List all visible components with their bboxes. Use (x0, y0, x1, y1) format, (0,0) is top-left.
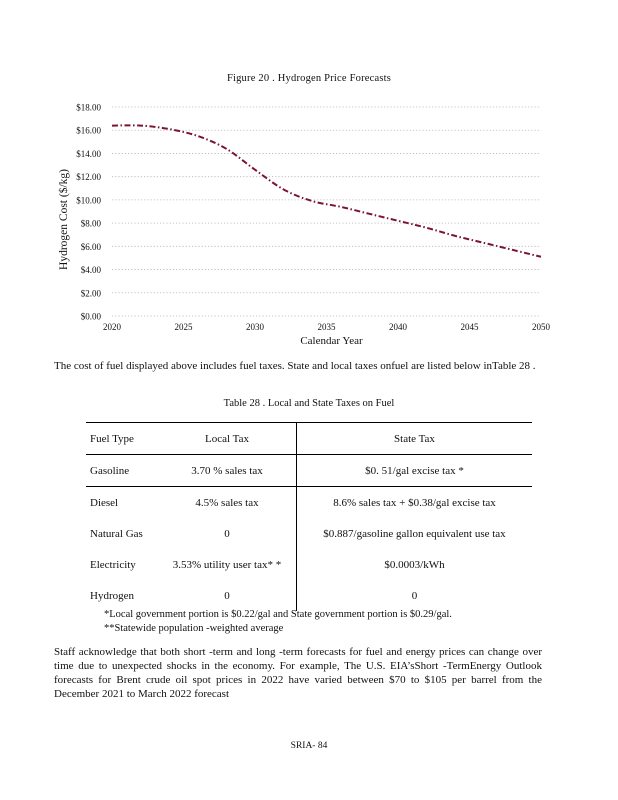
paragraph-forecast-uncertainty: Staff acknowledge that both short -term … (54, 646, 542, 700)
x-tick-label: 2020 (103, 322, 122, 332)
cell-state-tax: $0.887/gasoline gallon equivalent use ta… (323, 527, 506, 540)
table-row: Natural Gas 0 $0.887/gasoline gallon equ… (86, 518, 532, 549)
y-tick-label: $4.00 (81, 265, 102, 275)
hydrogen-price-series-line (111, 124, 542, 258)
cell-local-tax: 3.70 % sales tax (158, 454, 297, 487)
table-header-row: Fuel Type Local Tax State Tax (86, 422, 532, 455)
chart-series (111, 124, 542, 258)
table-footnote-local: *Local government portion is $0.22/gal a… (104, 609, 452, 620)
header-local-tax: Local Tax (158, 422, 297, 455)
y-tick-label: $18.00 (76, 103, 101, 113)
cell-state-tax: 0 (411, 589, 418, 602)
cell-fuel-type: Gasoline (86, 454, 158, 487)
y-tick-label: $0.00 (81, 312, 102, 322)
header-fuel-type: Fuel Type (86, 422, 158, 455)
header-state-tax: State Tax (296, 422, 532, 455)
y-tick-label: $6.00 (81, 242, 102, 252)
table-row: Gasoline 3.70 % sales tax $0. 51/gal exc… (86, 454, 532, 487)
x-tick-label: 2025 (175, 322, 194, 332)
cell-fuel-type: Diesel (90, 496, 119, 509)
y-tick-label: $8.00 (81, 219, 102, 229)
cell-local-tax: 3.53% utility user tax* * (158, 549, 297, 580)
y-tick-label: $2.00 (81, 288, 102, 298)
figure-title: Figure 20 . Hydrogen Price Forecasts (226, 73, 392, 84)
cell-state-tax: $0.0003/kWh (384, 558, 445, 571)
cell-state-tax: $0. 51/gal excise tax * (296, 454, 532, 487)
y-tick-label: $14.00 (76, 149, 101, 159)
cell-fuel-type: Natural Gas (90, 527, 143, 540)
y-tick-label: $12.00 (76, 172, 101, 182)
paragraph-fuel-taxes: The cost of fuel displayed above include… (54, 360, 536, 372)
y-tick-label: $16.00 (76, 126, 101, 136)
y-axis-ticks: $0.00 $2.00 $4.00 $6.00 $8.00 $10.00 $12.00 $14… (76, 103, 101, 322)
table-footnote-statewide: **Statewide population -weighted average (104, 623, 284, 634)
page-number: SRIA- 84 (290, 741, 328, 751)
chart-gridlines (112, 106, 541, 317)
cell-local-tax: 4.5% sales tax (158, 486, 297, 518)
table-title: Table 28 . Local and State Taxes on Fuel (223, 398, 395, 409)
fuel-tax-table: Fuel Type Local Tax State Tax Gasoline 3… (86, 422, 532, 611)
table-row: Hydrogen 0 0 (86, 580, 532, 611)
cell-fuel-type: Hydrogen (90, 589, 134, 602)
x-axis-label: Calendar Year (300, 335, 363, 347)
x-tick-label: 2040 (389, 322, 408, 332)
y-tick-label: $10.00 (76, 195, 101, 205)
x-tick-label: 2030 (246, 322, 265, 332)
cell-local-tax: 0 (158, 580, 297, 611)
cell-local-tax: 0 (158, 518, 297, 549)
x-tick-label: 2035 (318, 322, 337, 332)
table-row: Diesel 4.5% sales tax 8.6% sales tax + $… (86, 486, 532, 518)
x-axis-ticks: 2020 2025 2030 2035 2040 2045 2050 (103, 322, 551, 332)
y-axis-label: Hydrogen Cost ($/kg) (57, 169, 70, 270)
cell-fuel-type: Electricity (90, 558, 136, 571)
x-tick-label: 2050 (532, 322, 551, 332)
cell-state-tax: 8.6% sales tax + $0.38/gal excise tax (333, 496, 496, 509)
x-tick-label: 2045 (461, 322, 480, 332)
table-row: Electricity 3.53% utility user tax* * $0… (86, 549, 532, 580)
hydrogen-price-chart: $0.00 $2.00 $4.00 $6.00 $8.00 $10.00 $12.00 $14… (57, 103, 551, 348)
